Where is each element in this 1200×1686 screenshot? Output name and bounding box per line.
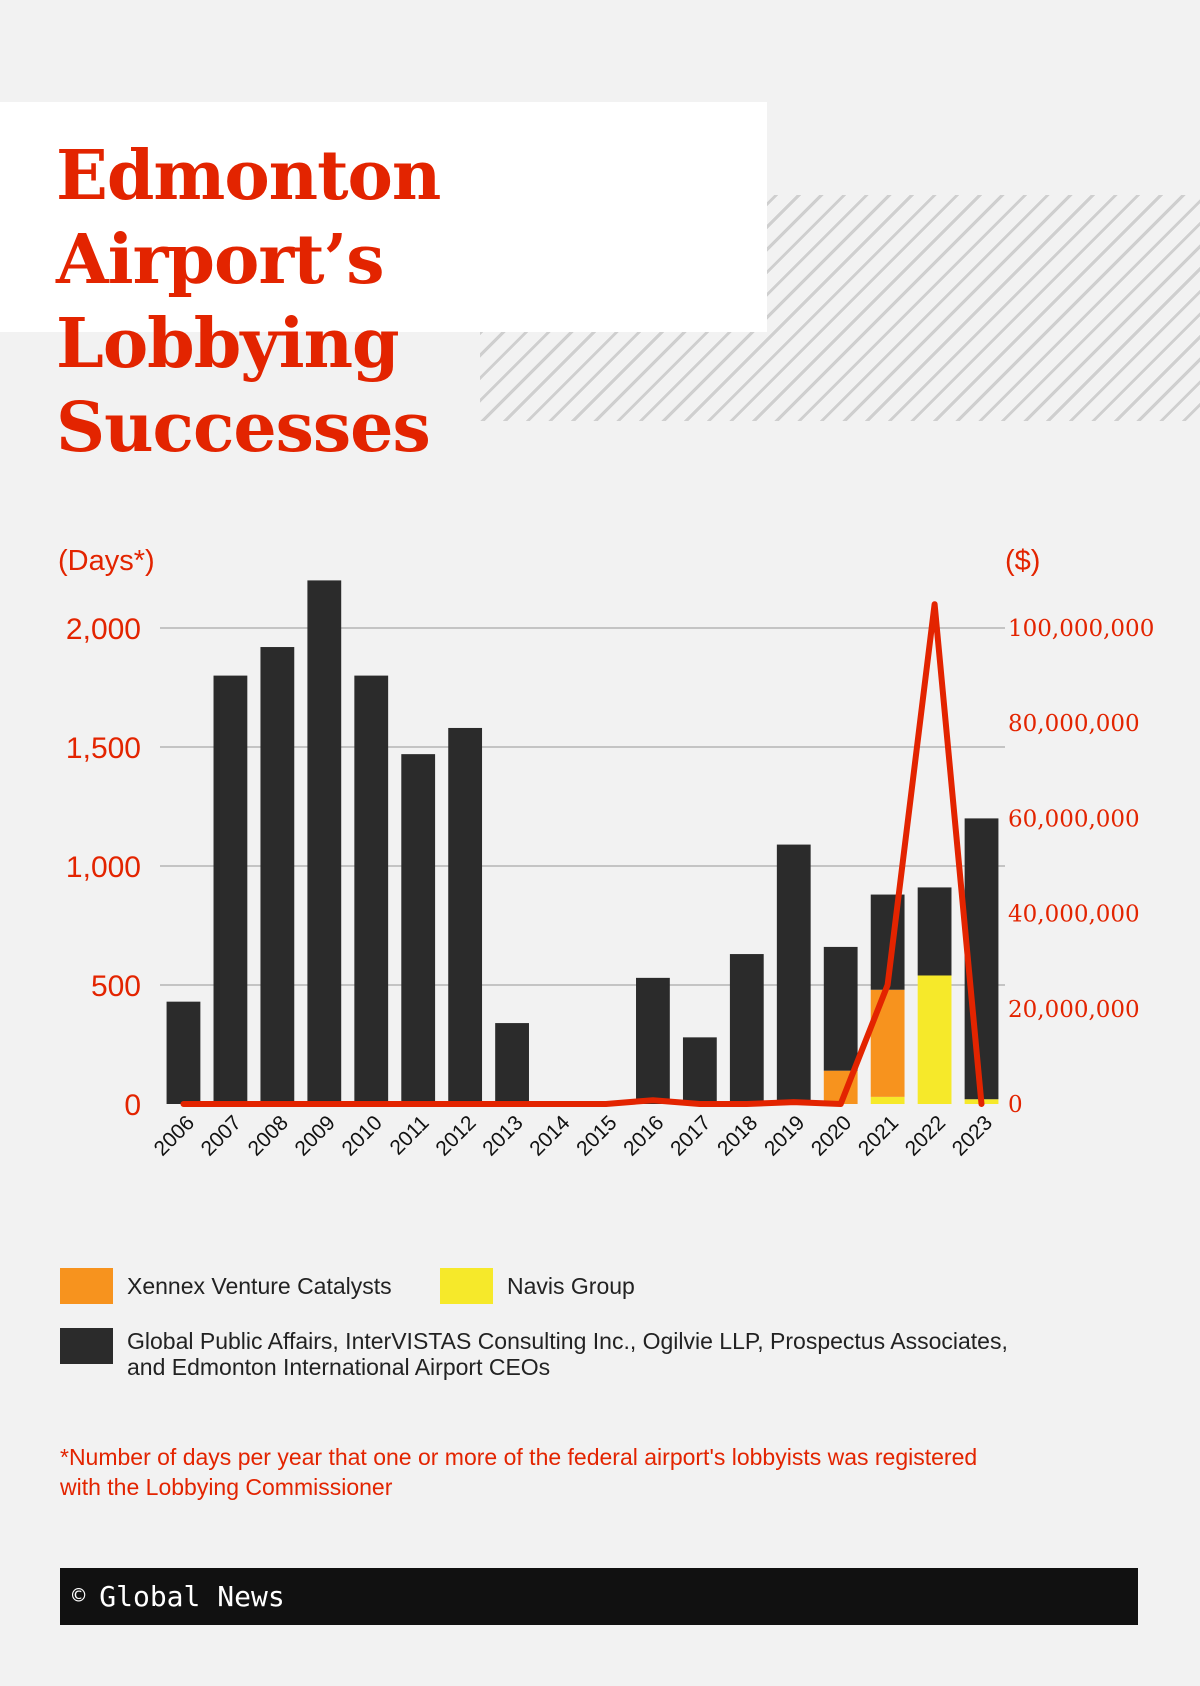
legend-item-navis: Navis Group — [440, 1268, 635, 1304]
y-right-tick-5: 100,000,000 — [1008, 616, 1154, 642]
page-title: Edmonton Airport’s Lobbying Successes — [56, 134, 767, 470]
legend-swatch-navis — [440, 1268, 493, 1304]
x-tick-2021: 2021 — [854, 1111, 903, 1160]
title-line-2: Lobbying Successes — [56, 304, 431, 468]
legend-label-global: Global Public Affairs, InterVISTAS Consu… — [127, 1328, 1008, 1380]
bar-2022-s0 — [917, 975, 952, 1104]
y-left-tick-3: 1,500 — [66, 732, 141, 765]
line-series — [180, 601, 985, 1107]
footer-source: Global News — [99, 1580, 285, 1613]
bar-2017-s2 — [682, 1037, 717, 1104]
y-left-tick-4: 2,000 — [66, 613, 141, 646]
legend-label-global-line-1: Global Public Affairs, InterVISTAS Consu… — [127, 1328, 1008, 1354]
legend-label-xennex: Xennex Venture Catalysts — [127, 1273, 392, 1299]
legend-swatch-global — [60, 1328, 113, 1364]
footnote: *Number of days per year that one or mor… — [60, 1442, 1100, 1502]
copyright-icon: © — [72, 1584, 86, 1609]
x-tick-2009: 2009 — [291, 1111, 340, 1160]
bar-2006-s2 — [166, 1001, 201, 1104]
bar-2010-s2 — [354, 675, 389, 1104]
legend-label-navis: Navis Group — [507, 1273, 635, 1299]
x-tick-2020: 2020 — [807, 1111, 856, 1160]
legend-item-xennex: Xennex Venture Catalysts — [60, 1268, 392, 1304]
bar-2008-s2 — [260, 647, 295, 1104]
bar-2011-s2 — [401, 754, 436, 1104]
x-tick-2018: 2018 — [713, 1111, 762, 1160]
bar-2007-s2 — [213, 675, 248, 1104]
x-tick-2014: 2014 — [525, 1111, 575, 1161]
y-left-label: (Days*) — [58, 545, 155, 577]
bar-2016-s2 — [636, 977, 670, 1104]
bar-2012-s2 — [448, 727, 483, 1104]
bar-2021-s0 — [870, 1096, 905, 1104]
x-tick-2017: 2017 — [666, 1111, 715, 1160]
footnote-line-1: *Number of days per year that one or mor… — [60, 1444, 978, 1470]
bar-2009-s2 — [307, 580, 342, 1104]
x-tick-2010: 2010 — [337, 1111, 386, 1160]
y-right-label: ($) — [1005, 545, 1040, 577]
bar-2020-s2 — [823, 946, 858, 1071]
legend-label-global-line-2: and Edmonton International Airport CEOs — [127, 1354, 551, 1380]
y-left-tick-0: 0 — [124, 1089, 141, 1122]
x-tick-2022: 2022 — [901, 1111, 950, 1160]
legend-item-global: Global Public Affairs, InterVISTAS Consu… — [60, 1328, 1008, 1380]
y-right-tick-4: 80,000,000 — [1008, 711, 1140, 737]
x-tick-2012: 2012 — [431, 1111, 480, 1160]
y-right-tick-3: 60,000,000 — [1008, 806, 1140, 832]
x-tick-2013: 2013 — [478, 1111, 527, 1160]
x-tick-2006: 2006 — [150, 1111, 199, 1160]
x-tick-2011: 2011 — [386, 1111, 434, 1159]
title-box: Edmonton Airport’s Lobbying Successes — [0, 102, 767, 468]
legend-swatch-xennex — [60, 1268, 113, 1304]
y-right-tick-0: 0 — [1008, 1092, 1023, 1118]
chart: (Days*) 0 500 1,000 1,500 2,000 ($) 0 20,000,000… — [58, 545, 1154, 1161]
bar-2019-s2 — [776, 844, 811, 1104]
y-left-tick-1: 500 — [91, 970, 141, 1003]
bar-2022-s2 — [917, 887, 952, 976]
x-tick-2008: 2008 — [244, 1111, 293, 1160]
x-tick-2019: 2019 — [760, 1111, 809, 1160]
y-right-tick-1: 20,000,000 — [1008, 997, 1140, 1023]
y-left-tick-2: 1,000 — [66, 851, 141, 884]
y-right-tick-2: 40,000,000 — [1008, 902, 1140, 928]
footer: © Global News — [60, 1568, 1138, 1625]
x-tick-2007: 2007 — [197, 1111, 246, 1160]
title-line-1: Edmonton Airport’s — [56, 136, 441, 300]
x-tick-2015: 2015 — [572, 1111, 621, 1160]
x-tick-2023: 2023 — [948, 1111, 997, 1160]
footnote-line-2: with the Lobbying Commissioner — [60, 1474, 393, 1500]
bar-2021-s1 — [870, 989, 905, 1097]
bar-2013-s2 — [495, 1023, 529, 1104]
bar-2018-s2 — [729, 954, 764, 1104]
x-tick-2016: 2016 — [619, 1111, 668, 1160]
